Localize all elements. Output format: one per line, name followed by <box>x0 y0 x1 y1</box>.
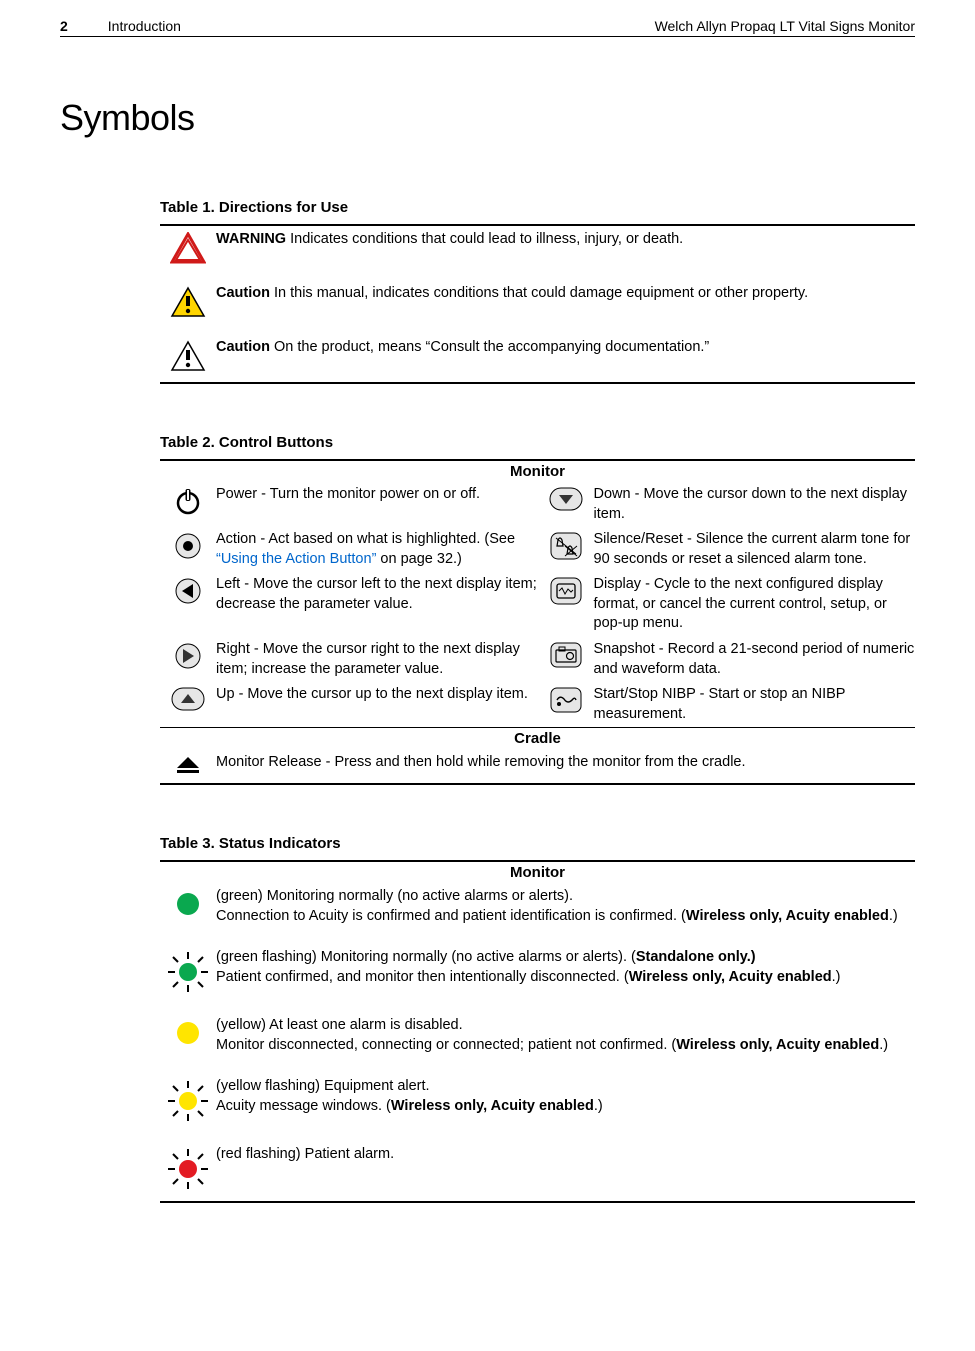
power-icon <box>160 485 216 517</box>
down-button-icon <box>538 485 594 511</box>
snapshot-button-icon <box>538 640 594 668</box>
table3-row3: (yellow flashing) Equipment alert. Acuit… <box>216 1077 915 1116</box>
chapter-name: Introduction <box>108 18 181 34</box>
caution-outline-icon <box>160 338 216 372</box>
table3-row0: (green) Monitoring normally (no active a… <box>216 887 915 926</box>
table2-cradle-row: Monitor Release - Press and then hold wh… <box>216 753 915 773</box>
right-button-icon <box>160 640 216 670</box>
display-button-icon <box>538 575 594 605</box>
table2-left2: Left - Move the cursor left to the next … <box>216 575 538 614</box>
table2-left3: Right - Move the cursor right to the nex… <box>216 640 538 679</box>
table2-right2: Display - Cycle to the next configured d… <box>594 575 916 634</box>
table2-right4: Start/Stop NIBP - Start or stop an NIBP … <box>594 685 916 724</box>
table1-row0: WARNING Indicates conditions that could … <box>216 230 915 250</box>
section-title: Symbols <box>60 97 915 139</box>
table2-left1: Action - Act based on what is highlighte… <box>216 530 538 569</box>
table3-monitor-heading: Monitor <box>160 862 915 883</box>
warning-icon <box>160 230 216 264</box>
table2-caption: Table 2. Control Buttons <box>160 434 915 451</box>
up-button-icon <box>160 685 216 711</box>
table3-block: Table 3. Status Indicators Monitor (gree… <box>160 835 915 1203</box>
status-red-flashing-icon <box>160 1145 216 1191</box>
table2-left4: Up - Move the cursor up to the next disp… <box>216 685 538 705</box>
status-green-icon <box>160 887 216 919</box>
table3-row2: (yellow) At least one alarm is disabled.… <box>216 1016 915 1055</box>
action-button-icon <box>160 530 216 560</box>
nibp-button-icon <box>538 685 594 713</box>
table3-row1: (green flashing) Monitoring normally (no… <box>216 948 915 987</box>
table3-caption: Table 3. Status Indicators <box>160 835 915 852</box>
table2-right3: Snapshot - Record a 21-second period of … <box>594 640 916 679</box>
action-button-link[interactable]: “Using the Action Button” <box>216 551 376 567</box>
page-number: 2 <box>60 18 68 34</box>
table2-right0: Down - Move the cursor down to the next … <box>594 485 916 524</box>
status-yellow-icon <box>160 1016 216 1048</box>
silence-button-icon <box>538 530 594 560</box>
table2-left0: Power - Turn the monitor power on or off… <box>216 485 538 505</box>
table1-row2: Caution On the product, means “Consult t… <box>216 338 915 358</box>
status-yellow-flashing-icon <box>160 1077 216 1123</box>
eject-icon <box>160 753 216 775</box>
caution-yellow-icon <box>160 284 216 318</box>
left-button-icon <box>160 575 216 605</box>
table2-block: Table 2. Control Buttons Monitor Power -… <box>160 434 915 785</box>
status-green-flashing-icon <box>160 948 216 994</box>
table3-row4: (red flashing) Patient alarm. <box>216 1145 915 1165</box>
table2-right1: Silence/Reset - Silence the current alar… <box>594 530 916 569</box>
page-header: 2 Introduction Welch Allyn Propaq LT Vit… <box>60 18 915 37</box>
product-name: Welch Allyn Propaq LT Vital Signs Monito… <box>655 18 915 34</box>
table1-caption: Table 1. Directions for Use <box>160 199 915 216</box>
table1-block: Table 1. Directions for Use WARNING Indi… <box>160 199 915 384</box>
table1-row1: Caution In this manual, indicates condit… <box>216 284 915 304</box>
table2-cradle-heading: Cradle <box>160 728 915 749</box>
table2-monitor-heading: Monitor <box>160 461 915 482</box>
